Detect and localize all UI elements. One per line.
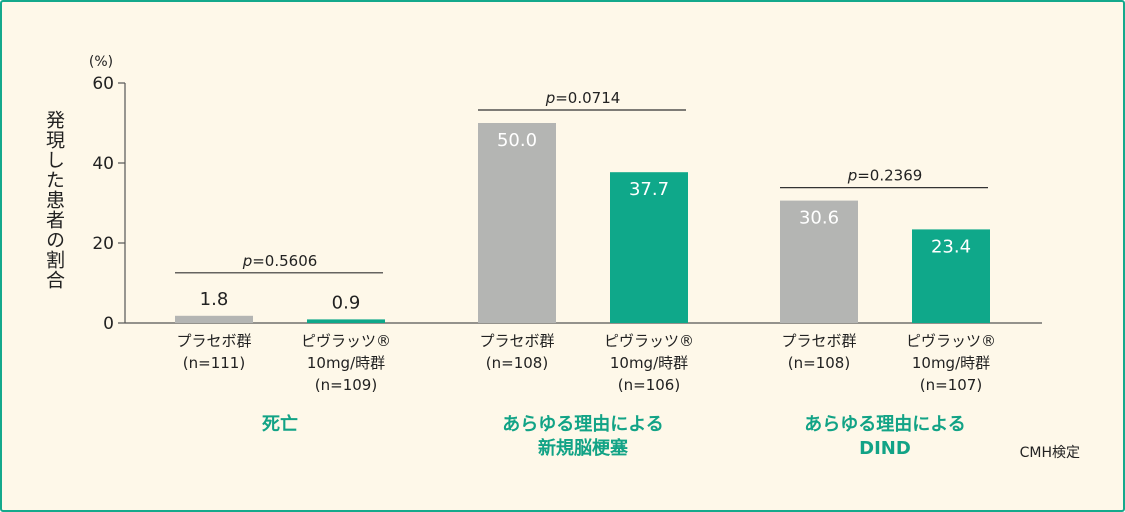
x-tick-label: プラセボ群: [781, 332, 856, 350]
x-tick-label: (n=109): [315, 376, 377, 394]
p-value-label: p=0.0714: [545, 89, 621, 107]
footnote: CMH検定: [1020, 445, 1080, 461]
y-tick-label: 0: [103, 314, 114, 334]
x-tick-label: (n=111): [183, 354, 245, 372]
y-axis-label: 発現した患者の割合: [43, 110, 65, 290]
p-value-label: p=0.5606: [242, 252, 318, 270]
y-tick-label: 40: [92, 154, 114, 174]
bar-placebo: [478, 123, 556, 323]
x-tick-label: ピヴラッツ®: [301, 332, 391, 350]
bar-placebo: [175, 315, 253, 323]
data-label: 30.6: [799, 208, 839, 229]
bar-placebo: [780, 200, 858, 323]
category-label: 新規脳梗塞: [538, 437, 629, 459]
p-value-label: p=0.2369: [847, 167, 923, 185]
data-label: 1.8: [200, 289, 229, 310]
category-label: DIND: [859, 438, 911, 459]
data-label: 50.0: [497, 130, 537, 151]
category-label: あらゆる理由による: [804, 413, 965, 435]
data-label: 0.9: [332, 292, 361, 313]
x-tick-label: 10mg/時群: [610, 354, 688, 372]
category-label: 死亡: [262, 413, 298, 435]
x-tick-label: 10mg/時群: [912, 354, 990, 372]
y-tick-label: 60: [92, 74, 114, 94]
x-tick-label: (n=108): [788, 354, 850, 372]
x-tick-label: (n=108): [486, 354, 548, 372]
x-tick-label: (n=106): [618, 376, 680, 394]
x-tick-label: (n=107): [920, 376, 982, 394]
bar-pivlaz: [912, 229, 990, 323]
x-tick-label: ピヴラッツ®: [906, 332, 996, 350]
y-tick-label: 20: [92, 234, 114, 254]
x-tick-label: プラセボ群: [479, 332, 554, 350]
x-tick-label: 10mg/時群: [307, 354, 385, 372]
data-label: 37.7: [629, 179, 669, 200]
y-unit-label: (%): [89, 54, 113, 70]
x-tick-label: プラセボ群: [176, 332, 251, 350]
bar-pivlaz: [307, 319, 385, 323]
data-label: 23.4: [931, 236, 971, 257]
category-label: あらゆる理由による: [502, 413, 663, 435]
bar-pivlaz: [610, 172, 688, 323]
x-tick-label: ピヴラッツ®: [604, 332, 694, 350]
